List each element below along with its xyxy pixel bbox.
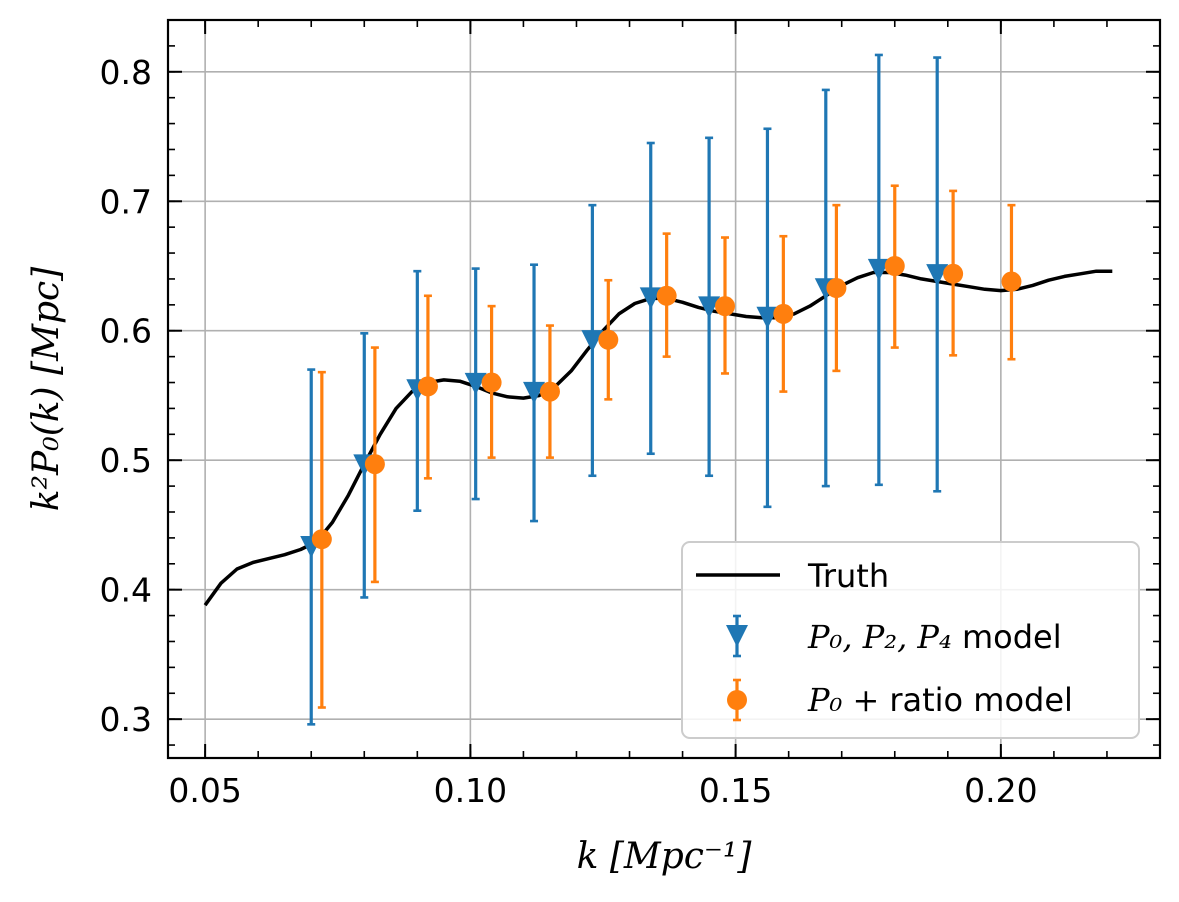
y-tick-label: 0.7 xyxy=(100,182,152,221)
y-tick-label: 0.5 xyxy=(100,441,152,480)
ratio-point xyxy=(884,256,905,276)
ratio-point xyxy=(598,329,619,350)
x-tick-label: 0.10 xyxy=(434,771,507,810)
legend-box xyxy=(681,541,1140,739)
series-layer xyxy=(300,53,1022,726)
p0p2p4-point xyxy=(867,258,890,281)
legend-ratio-label: P₀ + ratio model xyxy=(807,681,1073,719)
p0p2p4-point xyxy=(926,264,949,287)
ratio-point xyxy=(656,285,677,306)
ratio-point xyxy=(539,381,560,402)
y-tick-label: 0.6 xyxy=(100,312,152,351)
p0p2p4-point xyxy=(756,306,779,329)
legend-p0p2p4-text: model xyxy=(952,618,1062,656)
legend-truth-label: Truth xyxy=(807,557,889,595)
legend-ratio-marker xyxy=(727,678,747,722)
p0p2p4-point xyxy=(523,381,546,404)
legend-p0p2p4-math: P₀, P₂, P₄ xyxy=(807,618,952,656)
y-tick-label: 0.8 xyxy=(100,53,152,92)
ticks: 0.05 0.10 0.15 0.20 0.3 0.4 0.5 0.6 0.7 0.8 xyxy=(100,19,1161,810)
ratio-point xyxy=(773,303,794,324)
x-tick-label: 0.05 xyxy=(168,771,241,810)
legend-ratio-math: P₀ + xyxy=(807,681,879,719)
legend-ratio-text: ratio model xyxy=(889,681,1073,719)
ratio-point xyxy=(715,296,736,317)
y-tick-label: 0.4 xyxy=(100,571,152,610)
legend-p0p2p4-label: P₀, P₂, P₄ model xyxy=(807,618,1062,656)
x-tick-label: 0.15 xyxy=(699,771,772,810)
ratio-point xyxy=(1001,271,1022,292)
ratio-point xyxy=(943,263,964,284)
p0p2p4-point xyxy=(464,372,487,395)
y-axis-label: k²P₀(k) [Mpc] xyxy=(26,266,67,511)
legend-p0p2p4-symbol xyxy=(726,625,748,647)
legend-p0p2p4-marker xyxy=(726,614,748,658)
ratio-point xyxy=(364,454,385,475)
p0p2p4-point xyxy=(639,287,662,310)
p0p2p4-point xyxy=(698,296,721,319)
ratio-point xyxy=(311,529,332,550)
grid xyxy=(168,20,1160,758)
y-tick-label: 0.3 xyxy=(100,700,152,739)
ratio-point xyxy=(826,278,847,299)
legend-ratio-symbol xyxy=(727,690,747,710)
x-axis-label: k [Mpc⁻¹] xyxy=(577,836,753,877)
ratio-point xyxy=(481,372,502,393)
legend: Truth P₀, P₂, P₄ model P₀ + ratio model xyxy=(681,541,1140,739)
ratio-point xyxy=(417,376,438,397)
p0p2p4-point xyxy=(581,330,604,353)
plot-frame xyxy=(166,18,1162,760)
x-tick-label: 0.20 xyxy=(964,771,1037,810)
